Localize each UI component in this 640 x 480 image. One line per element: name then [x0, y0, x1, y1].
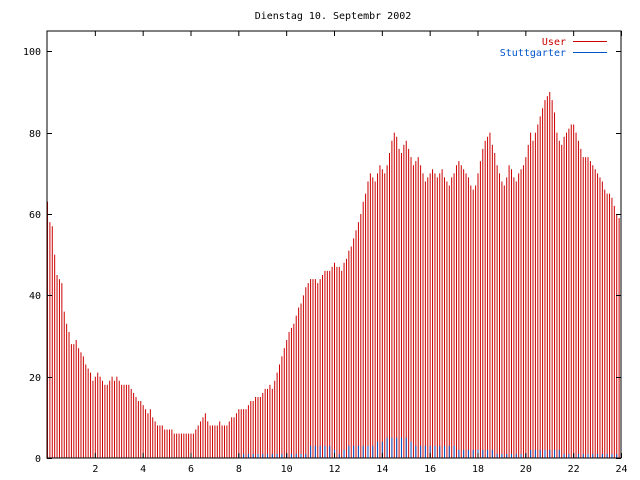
x-tick-label: 16 [424, 464, 436, 475]
x-tick-label: 24 [615, 464, 627, 475]
legend-label-user: User [542, 37, 566, 48]
y-tick-label: 20 [29, 373, 41, 384]
y-axis: 0 20 40 60 80 100 [23, 47, 621, 465]
x-tick-label: 18 [472, 464, 484, 475]
legend-label-stuttgarter: Stuttgarter [500, 48, 566, 59]
plot-area [47, 92, 620, 458]
x-tick-label: 2 [92, 464, 98, 475]
x-tick-label: 6 [188, 464, 194, 475]
y-tick-label: 80 [29, 129, 41, 140]
x-tick-label: 20 [520, 464, 532, 475]
y-tick-label: 60 [29, 210, 41, 221]
chart-title: Dienstag 10. Septembr 2002 [255, 11, 412, 22]
x-tick-label: 12 [328, 464, 340, 475]
x-tick-label: 14 [376, 464, 388, 475]
x-tick-label: 8 [236, 464, 242, 475]
series-user [47, 92, 620, 458]
x-axis: 2 4 6 8 10 12 14 16 18 20 22 24 [92, 31, 628, 475]
x-tick-label: 10 [281, 464, 293, 475]
x-tick-label: 22 [568, 464, 580, 475]
y-tick-label: 100 [23, 47, 41, 58]
y-tick-label: 0 [35, 454, 41, 465]
x-tick-label: 4 [140, 464, 146, 475]
y-tick-label: 40 [29, 291, 41, 302]
